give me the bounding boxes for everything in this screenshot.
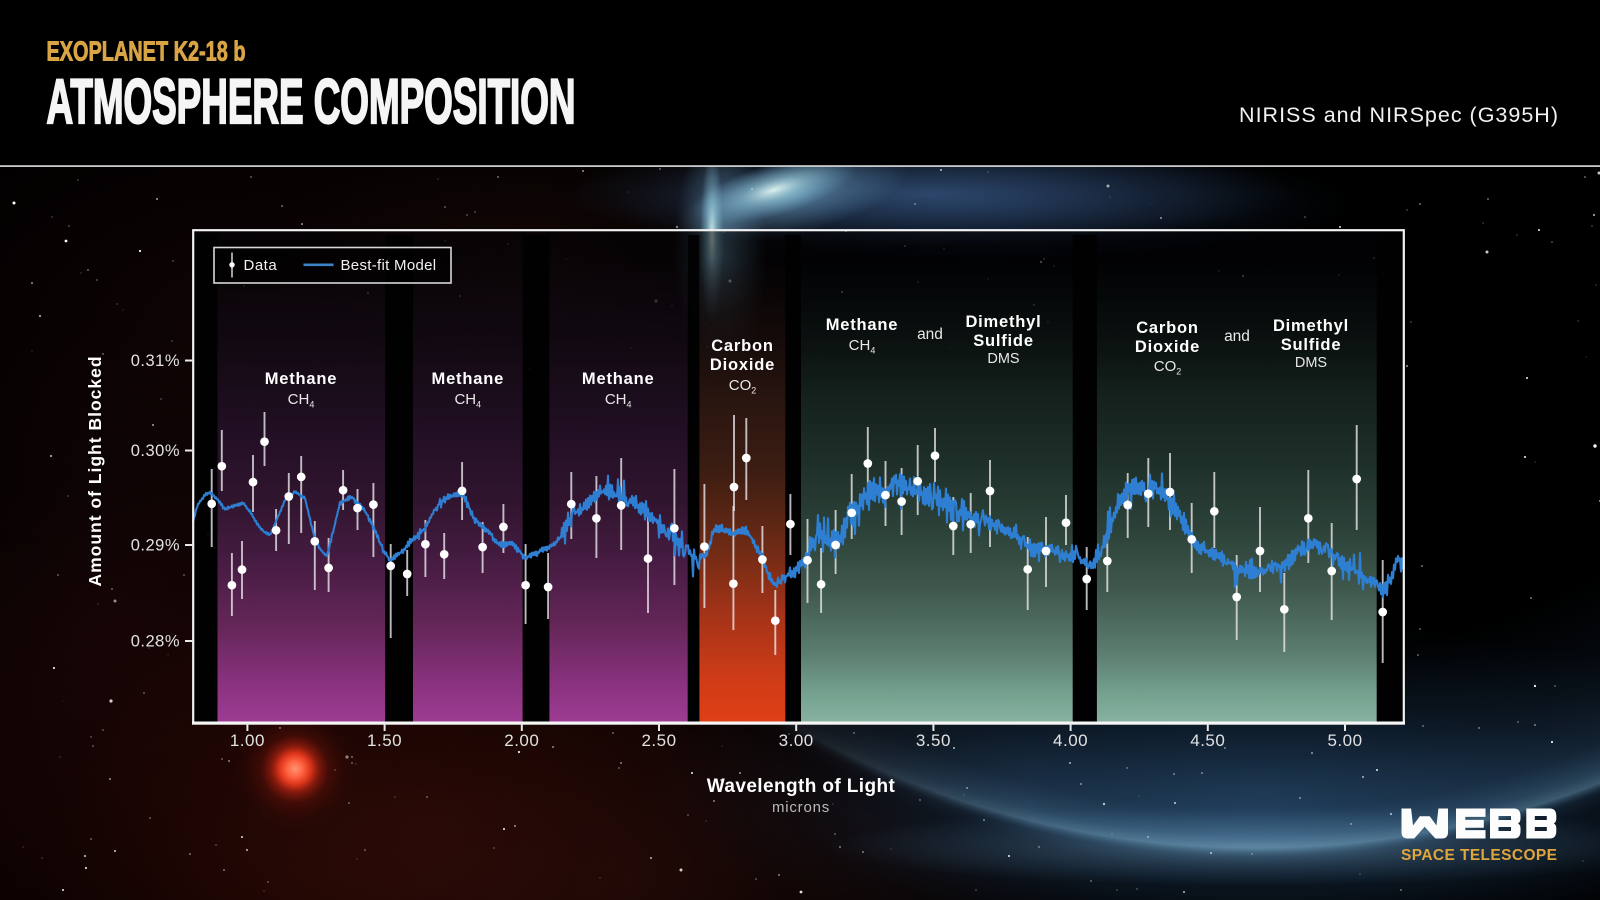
svg-text:CO2: CO2 xyxy=(1154,358,1182,377)
svg-text:SPACE TELESCOPE: SPACE TELESCOPE xyxy=(1401,847,1557,864)
svg-text:1.00: 1.00 xyxy=(230,731,265,750)
svg-text:3.50: 3.50 xyxy=(916,731,951,750)
svg-text:0.31%: 0.31% xyxy=(131,352,180,370)
svg-text:3.00: 3.00 xyxy=(779,731,814,750)
svg-text:CH4: CH4 xyxy=(849,337,876,356)
svg-text:1.50: 1.50 xyxy=(367,731,402,750)
svg-text:Dimethyl: Dimethyl xyxy=(1273,317,1349,335)
svg-text:ATMOSPHERE COMPOSITION: ATMOSPHERE COMPOSITION xyxy=(47,67,576,137)
svg-text:CH4: CH4 xyxy=(454,391,481,410)
svg-text:CO2: CO2 xyxy=(729,377,757,396)
svg-text:EXOPLANET K2-18 b: EXOPLANET K2-18 b xyxy=(47,36,246,67)
svg-text:Sulfide: Sulfide xyxy=(1281,336,1342,354)
svg-text:Wavelength of Light: Wavelength of Light xyxy=(707,776,896,797)
svg-text:Methane: Methane xyxy=(432,370,505,388)
svg-text:0.29%: 0.29% xyxy=(131,537,180,555)
svg-text:Methane: Methane xyxy=(826,316,899,334)
svg-text:Sulfide: Sulfide xyxy=(973,332,1034,350)
svg-text:0.30%: 0.30% xyxy=(131,442,180,460)
svg-text:2.00: 2.00 xyxy=(504,731,539,750)
svg-text:Methane: Methane xyxy=(582,370,655,388)
svg-text:CH4: CH4 xyxy=(288,391,315,410)
svg-text:DMS: DMS xyxy=(987,351,1019,367)
svg-text:microns: microns xyxy=(772,799,830,816)
svg-text:5.00: 5.00 xyxy=(1327,731,1362,750)
svg-text:Carbon: Carbon xyxy=(711,337,774,355)
svg-text:NIRISS and NIRSpec (G395H): NIRISS and NIRSpec (G395H) xyxy=(1239,103,1559,127)
svg-text:DMS: DMS xyxy=(1295,355,1327,371)
svg-text:0.28%: 0.28% xyxy=(131,633,180,651)
svg-text:4.00: 4.00 xyxy=(1053,731,1088,750)
svg-text:CH4: CH4 xyxy=(605,391,632,410)
svg-text:Dioxide: Dioxide xyxy=(1135,338,1200,356)
svg-text:Carbon: Carbon xyxy=(1136,319,1199,337)
svg-text:Best-fit Model: Best-fit Model xyxy=(341,257,437,274)
svg-text:Dioxide: Dioxide xyxy=(710,356,775,374)
svg-text:Dimethyl: Dimethyl xyxy=(965,313,1041,331)
svg-text:Data: Data xyxy=(244,257,278,274)
svg-text:2.50: 2.50 xyxy=(641,731,676,750)
svg-text:Methane: Methane xyxy=(265,370,338,388)
svg-text:Amount of Light Blocked: Amount of Light Blocked xyxy=(85,355,105,586)
svg-text:and: and xyxy=(1224,328,1250,345)
svg-text:4.50: 4.50 xyxy=(1190,731,1225,750)
svg-text:and: and xyxy=(917,326,943,343)
